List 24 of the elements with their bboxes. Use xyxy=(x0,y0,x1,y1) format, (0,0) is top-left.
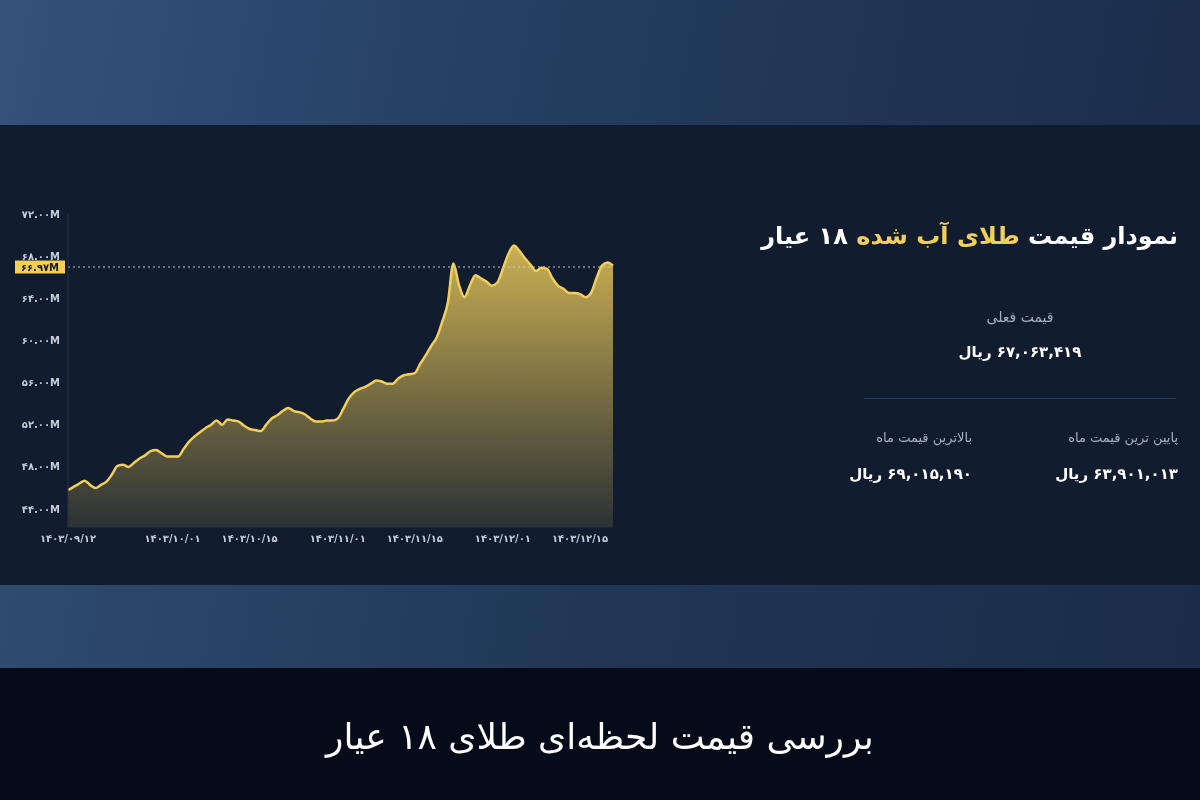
y-tick-label: ۴۴.۰۰M xyxy=(21,503,61,515)
text: ۶۳,۹۰۱,۰۱۳ ریال xyxy=(1055,465,1178,483)
y-tick-label: ۴۸.۰۰M xyxy=(21,461,61,473)
text: ۶۹,۰۱۵,۱۹۰ ریال xyxy=(849,465,972,483)
ref-line-label: ۶۶.۹۷M xyxy=(20,261,60,273)
x-tick-label: ۱۴۰۳/۱۰/۱۵ xyxy=(221,533,278,545)
x-tick-label: ۱۴۰۳/۱۲/۱۵ xyxy=(551,533,609,545)
text: بررسی قیمت لحظه‌ای طلای ۱۸ عیار xyxy=(326,716,874,757)
x-tick-label: ۱۴۰۳/۱۰/۰۱ xyxy=(144,533,201,545)
text: پایین ترین قیمت ماه xyxy=(1068,430,1178,445)
text: بالاترین قیمت ماه xyxy=(876,430,972,445)
y-tick-label: ۵۶.۰۰M xyxy=(21,377,61,389)
text: ۶۷,۰۶۳,۴۱۹ ریال xyxy=(958,343,1082,361)
x-tick-label: ۱۴۰۳/۰۹/۱۲ xyxy=(39,533,97,545)
x-tick-label: ۱۴۰۳/۱۲/۰۱ xyxy=(474,533,531,545)
text: قیمت فعلی xyxy=(986,309,1054,325)
x-tick-label: ۱۴۰۳/۱۱/۰۱ xyxy=(309,533,366,545)
y-tick-label: ۶۴.۰۰M xyxy=(21,292,61,304)
x-tick-label: ۱۴۰۳/۱۱/۱۵ xyxy=(386,533,443,545)
y-tick-label: ۷۲.۰۰M xyxy=(21,208,61,220)
y-tick-label: ۶۸.۰۰M xyxy=(21,250,61,262)
y-tick-label: ۵۲.۰۰M xyxy=(21,419,61,431)
y-tick-label: ۶۰.۰۰M xyxy=(21,335,61,347)
text: نمودار قیمت طلای آب شده ۱۸ عیار xyxy=(761,222,1178,250)
